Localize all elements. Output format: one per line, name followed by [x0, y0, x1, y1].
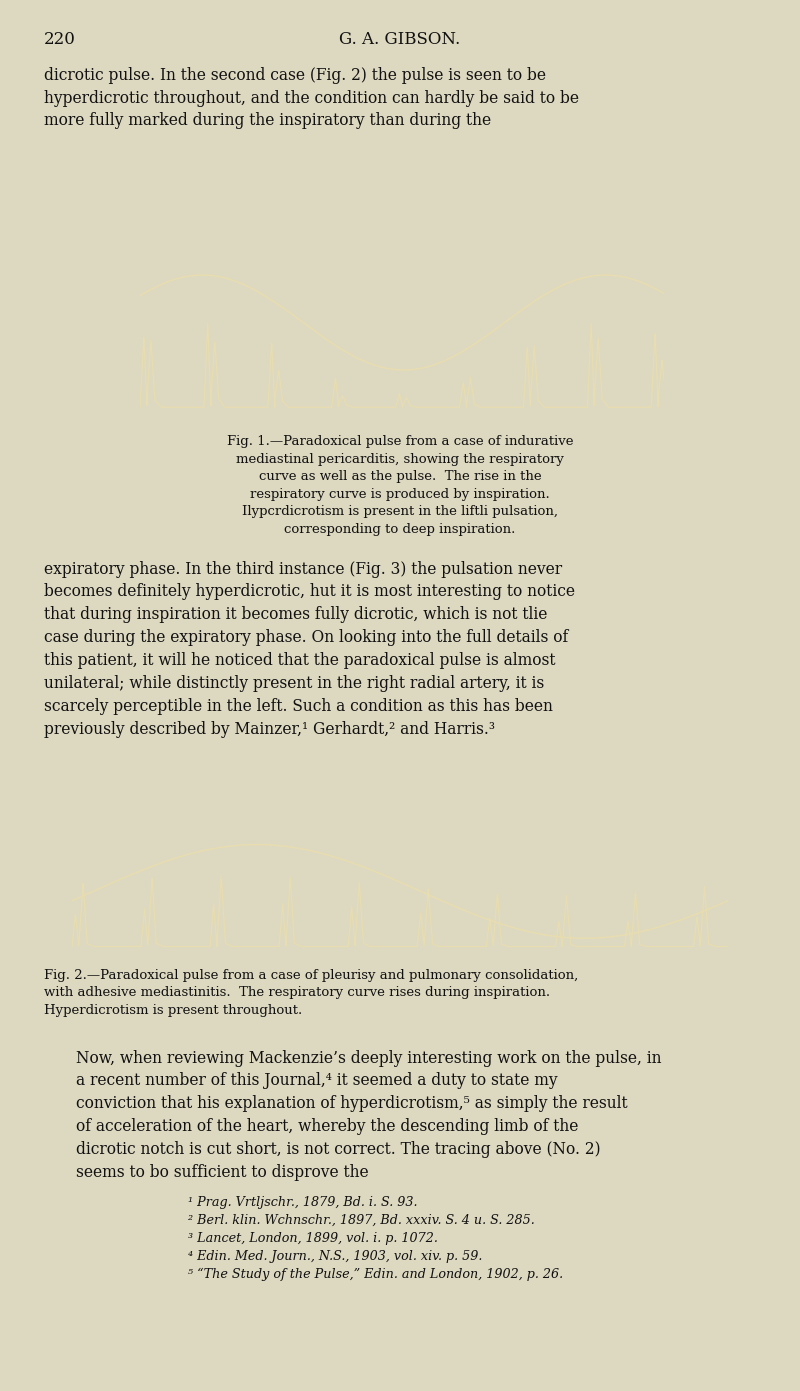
- Text: dicrotic pulse. In the second case (Fig. 2) the pulse is seen to be
hyperdicroti: dicrotic pulse. In the second case (Fig.…: [44, 67, 579, 129]
- Text: ² Berl. klin. Wchnschr., 1897, Bd. xxxiv. S. 4 u. S. 285.: ² Berl. klin. Wchnschr., 1897, Bd. xxxiv…: [188, 1213, 534, 1227]
- Text: ⁵ “The Study of the Pulse,” Edin. and London, 1902, p. 26.: ⁵ “The Study of the Pulse,” Edin. and Lo…: [188, 1269, 563, 1281]
- Text: Now, when reviewing Mackenzie’s deeply interesting work on the pulse, in
a recen: Now, when reviewing Mackenzie’s deeply i…: [76, 1050, 662, 1181]
- Text: ⁴ Edin. Med. Journ., N.S., 1903, vol. xiv. p. 59.: ⁴ Edin. Med. Journ., N.S., 1903, vol. xi…: [188, 1251, 482, 1263]
- Text: ¹ Prag. Vrtljschr., 1879, Bd. i. S. 93.: ¹ Prag. Vrtljschr., 1879, Bd. i. S. 93.: [188, 1196, 418, 1209]
- Text: Fig. 1.—Paradoxical pulse from a case of indurative
mediastinal pericarditis, sh: Fig. 1.—Paradoxical pulse from a case of…: [226, 435, 574, 536]
- Text: 220: 220: [44, 31, 76, 47]
- Text: G. A. GIBSON.: G. A. GIBSON.: [339, 31, 461, 47]
- Text: ³ Lancet, London, 1899, vol. i. p. 1072.: ³ Lancet, London, 1899, vol. i. p. 1072.: [188, 1232, 438, 1245]
- Text: expiratory phase. In the third instance (Fig. 3) the pulsation never
becomes def: expiratory phase. In the third instance …: [44, 561, 575, 737]
- Text: Fig. 2.—Paradoxical pulse from a case of pleurisy and pulmonary consolidation,
w: Fig. 2.—Paradoxical pulse from a case of…: [44, 968, 578, 1017]
